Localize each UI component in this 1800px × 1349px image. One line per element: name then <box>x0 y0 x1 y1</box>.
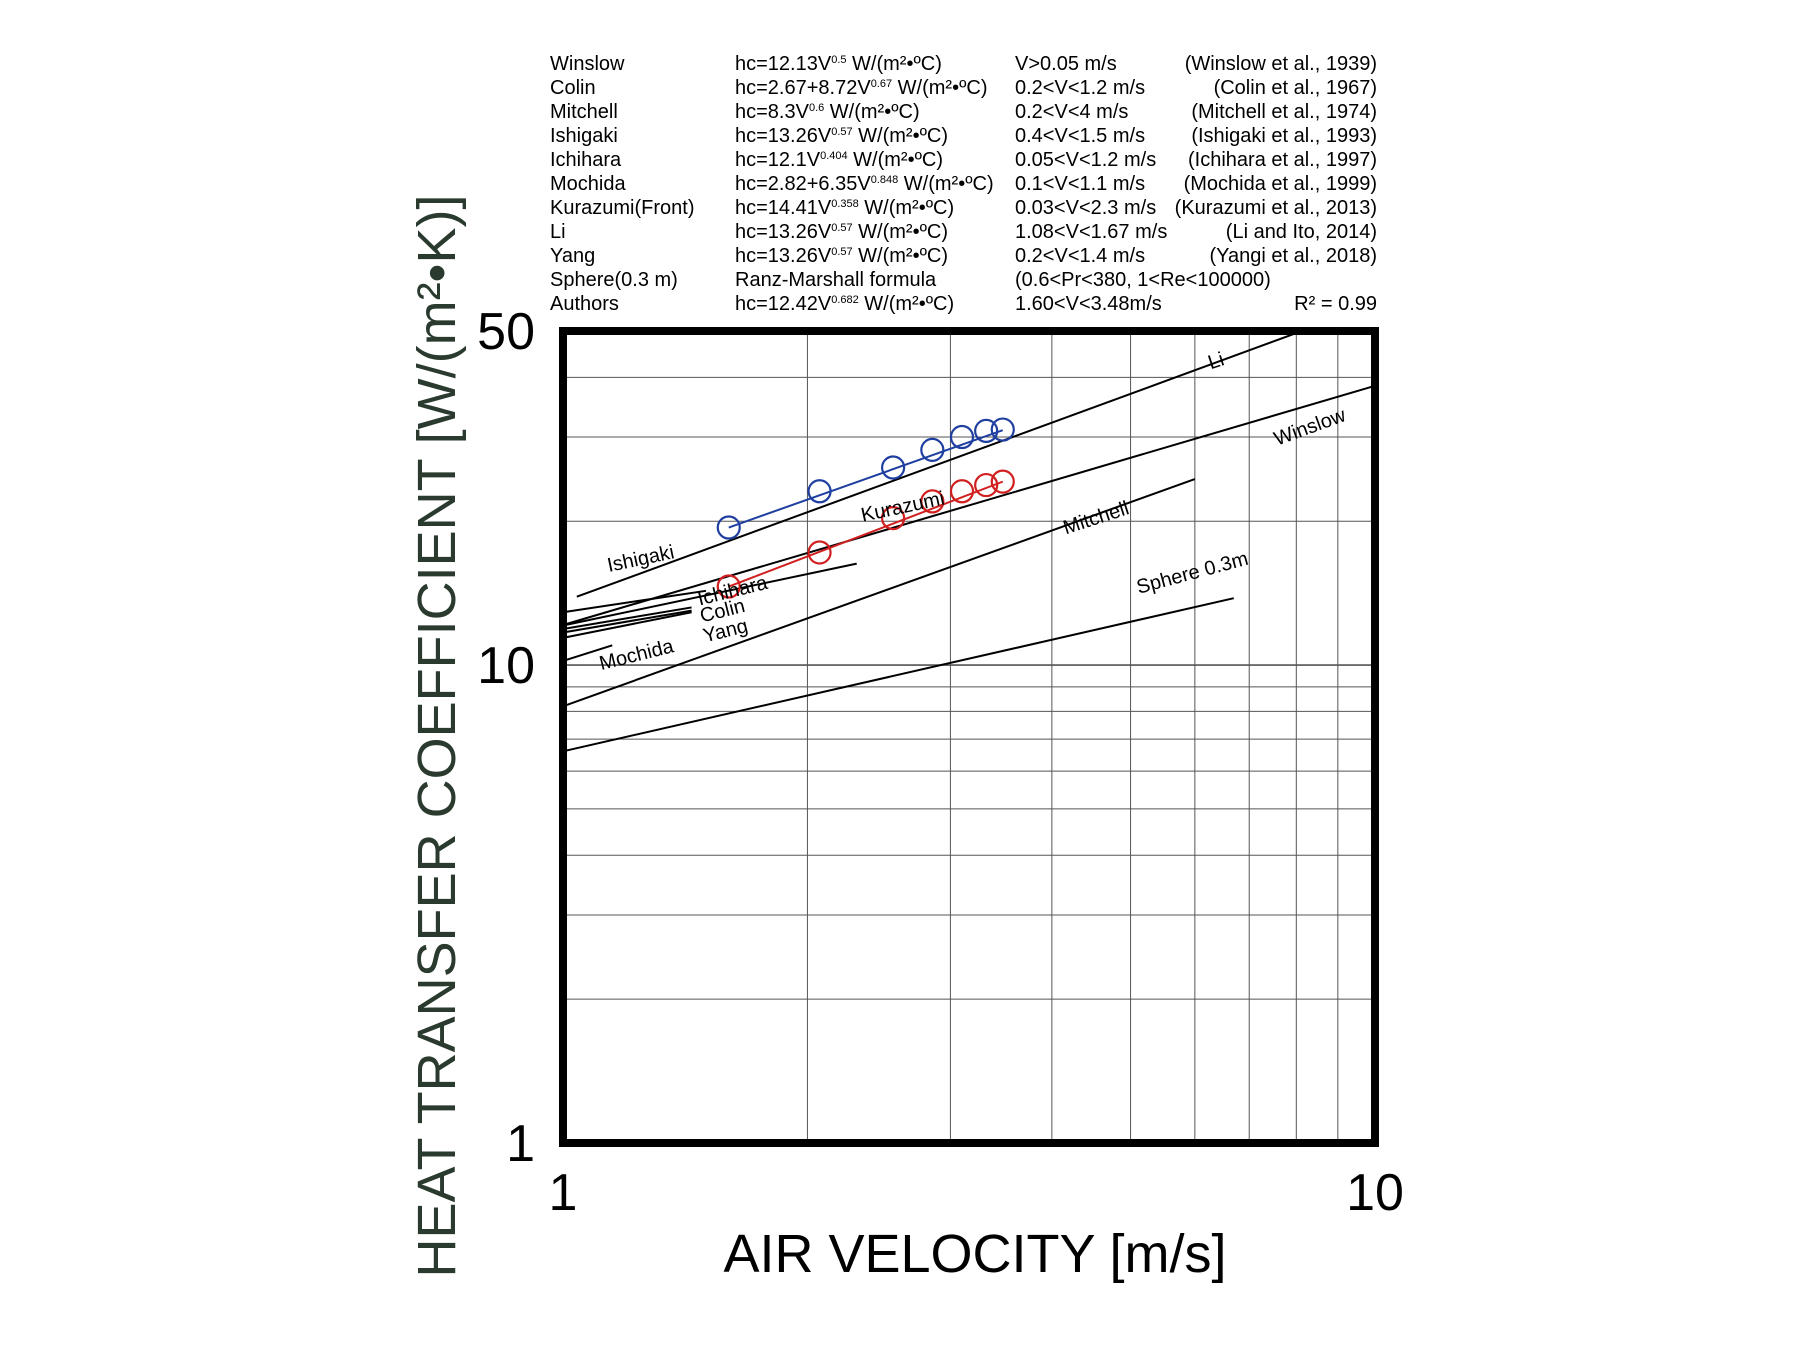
line-winslow <box>562 384 1376 626</box>
curve-label-mitchell: Mitchell <box>1061 497 1132 539</box>
legend-table: Winslow hc=12.13V0.5 W/(m²•ºC) V>0.05 m/s (… <box>550 53 1377 315</box>
legend-formula: hc=2.67+8.72V0.67 W/(m²•ºC) <box>735 77 988 99</box>
legend-range: V>0.05 m/s <box>1015 53 1117 75</box>
data-point <box>949 479 975 504</box>
legend-name: Authors <box>550 293 619 315</box>
data-point <box>920 437 945 462</box>
measured-series <box>716 417 1015 599</box>
legend-range: 0.2<V<1.2 m/s <box>1015 77 1145 99</box>
data-point <box>990 417 1015 442</box>
legend-row: Authors hc=12.42V0.682 W/(m²•ºC) 1.60<V<3.… <box>550 293 1377 315</box>
data-point <box>881 455 906 480</box>
legend-row: Mochida hc=2.82+6.35V0.848 W/(m²•ºC) 0.1<V… <box>550 173 1377 195</box>
data-point <box>974 418 999 443</box>
data-point <box>949 424 975 450</box>
y-tick-label: 1 <box>506 1115 535 1173</box>
legend-row: Ishigaki hc=13.26V0.57 W/(m²•ºC) 0.4<V<1.5… <box>550 125 1377 147</box>
legend-ref: (Kurazumi et al., 2013) <box>1175 197 1377 219</box>
line-ichihara <box>562 606 692 630</box>
legend-formula: hc=12.1V0.404 W/(m²•ºC) <box>735 149 943 171</box>
legend-ref: (Ishigaki et al., 1993) <box>1191 125 1377 147</box>
legend-ref: (Ichihara et al., 1997) <box>1188 149 1377 171</box>
tick-labels: 1 10 1 10 50 <box>477 303 1404 1222</box>
legend-formula: Ranz-Marshall formula <box>735 269 937 291</box>
legend-name: Kurazumi(Front) <box>550 197 694 219</box>
legend-formula: hc=2.82+6.35V0.848 W/(m²•ºC) <box>735 173 994 195</box>
data-point <box>807 479 832 504</box>
legend-formula: hc=12.13V0.5 W/(m²•ºC) <box>735 53 942 75</box>
data-point <box>974 472 999 498</box>
curve-label-sphere-0-3m: Sphere 0.3m <box>1134 548 1250 599</box>
legend-name: Sphere(0.3 m) <box>550 269 678 291</box>
line-colin <box>562 611 692 639</box>
legend-row: Ichihara hc=12.1V0.404 W/(m²•ºC) 0.05<V<1.… <box>550 149 1377 171</box>
y-axis-title: HEAT TRANSFER COEFFICIENT [W/(m²•K)] <box>407 195 467 1278</box>
fit-line-1 <box>728 480 1004 588</box>
x-axis-title: AIR VELOCITY [m/s] <box>723 1224 1226 1284</box>
legend-ref: (Mitchell et al., 1974) <box>1191 101 1377 123</box>
legend-range: 0.2<V<1.4 m/s <box>1015 245 1145 267</box>
y-tick-label: 10 <box>477 637 535 695</box>
y-tick-label: 50 <box>477 303 535 361</box>
correlation-lines <box>562 332 1376 753</box>
legend-ref: (Li and Ito, 2014) <box>1226 221 1377 243</box>
legend-name: Yang <box>550 245 595 267</box>
x-tick-label: 10 <box>1346 1164 1404 1222</box>
legend-range: 0.03<V<2.3 m/s <box>1015 197 1156 219</box>
legend-formula: hc=13.26V0.57 W/(m²•ºC) <box>735 245 948 267</box>
line-li <box>576 332 1297 598</box>
legend-row: Sphere(0.3 m) Ranz-Marshall formula (0.6<P… <box>550 269 1271 291</box>
legend-row: Winslow hc=12.13V0.5 W/(m²•ºC) V>0.05 m/s (… <box>550 53 1377 75</box>
data-point <box>716 574 741 599</box>
legend-formula: hc=13.26V0.57 W/(m²•ºC) <box>735 221 948 243</box>
legend-ref: (Yangi et al., 2018) <box>1209 245 1377 267</box>
data-point <box>881 505 906 531</box>
legend-ref: (Winslow et al., 1939) <box>1185 53 1377 75</box>
legend-name: Mitchell <box>550 101 618 123</box>
legend-name: Winslow <box>550 53 625 75</box>
line-yang <box>562 609 692 634</box>
legend-range: (0.6<Pr<380, 1<Re<100000) <box>1015 269 1271 291</box>
data-point <box>990 469 1015 494</box>
curve-label-li: Li <box>1205 348 1227 374</box>
legend-range: 1.60<V<3.48m/s <box>1015 293 1162 315</box>
plot-grid <box>563 331 1375 1143</box>
data-point <box>807 540 832 565</box>
legend-ref: R² = 0.99 <box>1294 293 1377 315</box>
legend-row: Yang hc=13.26V0.57 W/(m²•ºC) 0.2<V<1.4 m/s… <box>550 245 1377 267</box>
legend-name: Mochida <box>550 173 626 195</box>
legend-formula: hc=8.3V0.6 W/(m²•ºC) <box>735 101 920 123</box>
legend-name: Ichihara <box>550 149 622 171</box>
legend-row: Mitchell hc=8.3V0.6 W/(m²•ºC) 0.2<V<4 m/s (… <box>550 101 1377 123</box>
legend-row: Li hc=13.26V0.57 W/(m²•ºC) 1.08<V<1.67 m/s… <box>550 221 1377 243</box>
line-mochida <box>562 644 613 662</box>
legend-name: Colin <box>550 77 596 99</box>
legend-name: Li <box>550 221 566 243</box>
plot-frame <box>559 327 1379 1147</box>
data-point <box>716 515 741 540</box>
data-point <box>920 489 945 514</box>
legend-range: 1.08<V<1.67 m/s <box>1015 221 1167 243</box>
legend-range: 0.2<V<4 m/s <box>1015 101 1128 123</box>
legend-row: Kurazumi(Front) hc=14.41V0.358 W/(m²•ºC) 0… <box>550 197 1377 219</box>
legend-formula: hc=14.41V0.358 W/(m²•ºC) <box>735 197 954 219</box>
legend-ref: (Colin et al., 1967) <box>1214 77 1377 99</box>
legend-range: 0.4<V<1.5 m/s <box>1015 125 1145 147</box>
legend-row: Colin hc=2.67+8.72V0.67 W/(m²•ºC) 0.2<V<1.… <box>550 77 1377 99</box>
legend-formula: hc=12.42V0.682 W/(m²•ºC) <box>735 293 954 315</box>
legend-name: Ishigaki <box>550 125 618 147</box>
legend-formula: hc=13.26V0.57 W/(m²•ºC) <box>735 125 948 147</box>
line-ishigaki <box>562 589 707 614</box>
line-kurazumi <box>562 562 857 627</box>
line-sphere-0-3m <box>562 597 1234 753</box>
curve-label-ishigaki: Ishigaki <box>605 541 676 577</box>
legend-range: 0.1<V<1.1 m/s <box>1015 173 1145 195</box>
x-tick-label: 1 <box>549 1164 578 1222</box>
legend-range: 0.05<V<1.2 m/s <box>1015 149 1156 171</box>
legend-ref: (Mochida et al., 1999) <box>1184 173 1377 195</box>
line-mitchell <box>562 478 1196 708</box>
